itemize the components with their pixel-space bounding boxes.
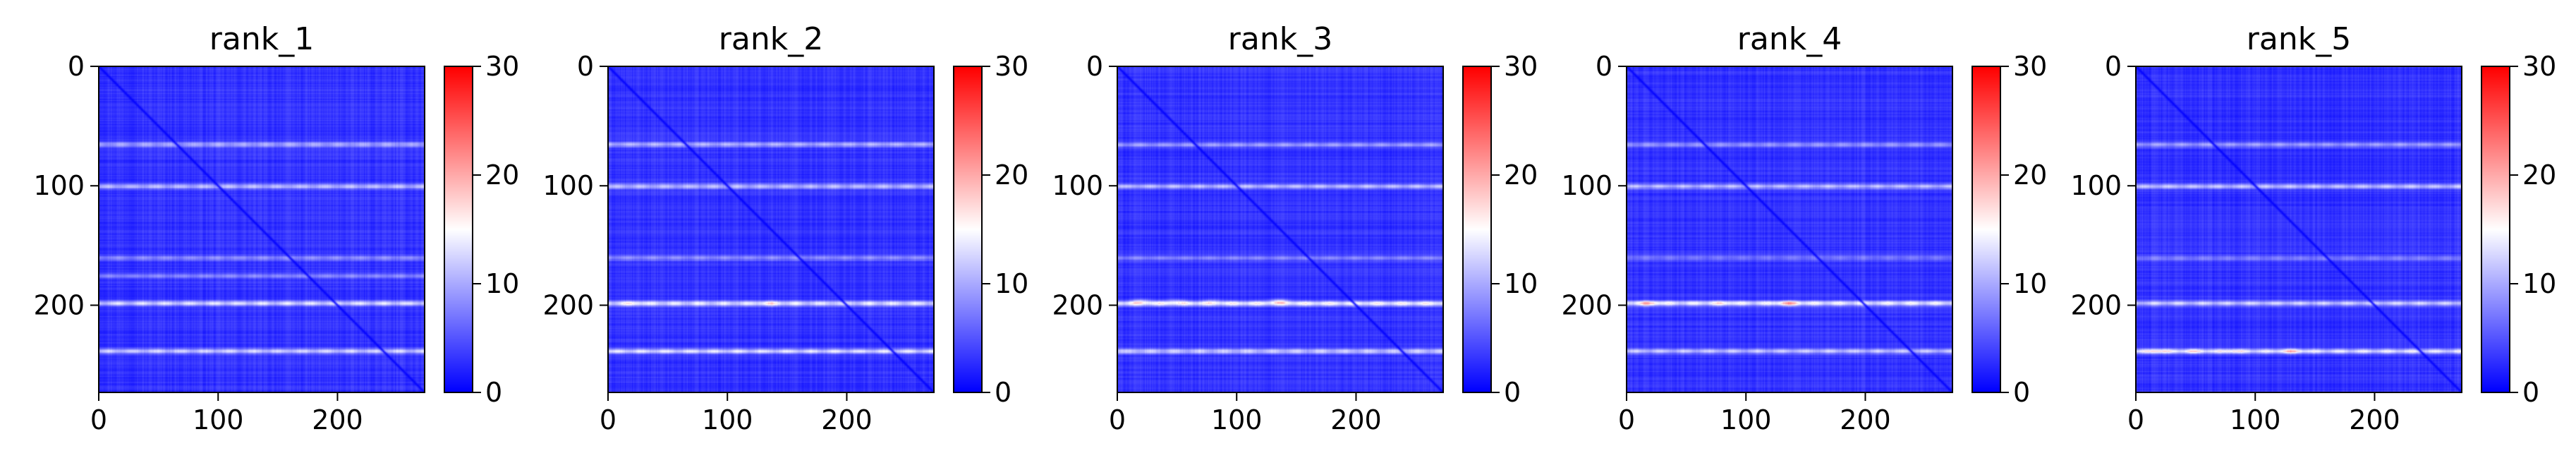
y-tick-label: 100 <box>33 170 85 201</box>
colorbar-frame <box>1462 66 1492 393</box>
x-tick-label: 100 <box>2230 404 2281 435</box>
colorbar-tick-label: 20 <box>485 160 519 191</box>
chart-title: rank_5 <box>2247 21 2351 57</box>
colorbar-gradient <box>954 66 982 392</box>
heatmap-panel: rank_3 0 100 200 0 100 200 0 10 20 30 <box>1052 21 1538 435</box>
colorbar-gradient <box>2481 66 2510 392</box>
y-tick-label: 200 <box>33 289 85 320</box>
colorbar-tick-label: 0 <box>2522 377 2539 408</box>
axes-frame <box>2135 66 2462 393</box>
colorbar-gradient <box>444 66 473 392</box>
heatmap-panel: rank_4 0 100 200 0 100 200 0 10 20 30 <box>1561 21 2047 435</box>
colorbar-tick-label: 0 <box>995 377 1011 408</box>
x-tick-label: 0 <box>600 404 616 435</box>
colorbar-tick-label: 0 <box>485 377 502 408</box>
heatmap-cells <box>1627 66 1952 392</box>
heatmap-panel: rank_2 0 100 200 0 100 200 0 10 20 30 <box>542 21 1028 435</box>
y-tick-label: 200 <box>1052 289 1103 320</box>
x-tick-label: 100 <box>702 404 753 435</box>
chart-title: rank_3 <box>1228 21 1332 57</box>
chart-title: rank_1 <box>209 21 314 57</box>
colorbar-tick-label: 10 <box>485 268 519 299</box>
y-tick-label: 0 <box>1086 51 1103 82</box>
heatmap-cells <box>99 66 425 392</box>
y-tick-label: 0 <box>2105 51 2122 82</box>
x-tick-label: 200 <box>312 404 363 435</box>
colorbar-gradient <box>1972 66 2000 392</box>
heatmap-panel: rank_1 0 100 200 0 100 200 0 10 20 30 <box>33 21 519 435</box>
heatmap-cells <box>2136 66 2462 392</box>
x-tick-label: 0 <box>1109 404 1126 435</box>
colorbar-frame <box>2481 66 2510 393</box>
colorbar-tick-label: 30 <box>2013 51 2047 82</box>
y-tick-label: 0 <box>1596 51 1612 82</box>
axes-frame <box>1117 66 1444 393</box>
x-tick-label: 200 <box>1840 404 1891 435</box>
colorbar-tick-label: 30 <box>995 51 1028 82</box>
x-tick-label: 0 <box>90 404 107 435</box>
colorbar-frame <box>444 66 473 393</box>
y-tick-label: 200 <box>542 289 594 320</box>
colorbar-tick-label: 20 <box>2013 160 2047 191</box>
y-tick-label: 200 <box>1561 289 1612 320</box>
colorbar-gradient <box>1463 66 1491 392</box>
y-tick-label: 100 <box>1561 170 1612 201</box>
colorbar-tick-label: 30 <box>485 51 519 82</box>
x-tick-label: 0 <box>1618 404 1635 435</box>
y-tick-label: 200 <box>2070 289 2122 320</box>
colorbar-tick-label: 10 <box>2522 268 2556 299</box>
y-tick-label: 100 <box>2070 170 2122 201</box>
colorbar-tick-label: 10 <box>1504 268 1538 299</box>
colorbar-tick-label: 10 <box>995 268 1028 299</box>
chart-title: rank_4 <box>1737 21 1842 57</box>
colorbar-tick-label: 0 <box>1504 377 1521 408</box>
heatmap-cells <box>1117 66 1443 392</box>
colorbar-tick-label: 20 <box>2522 160 2556 191</box>
colorbar-frame <box>953 66 983 393</box>
colorbar-tick-label: 30 <box>2522 51 2556 82</box>
chart-title: rank_2 <box>719 21 823 57</box>
colorbar-tick-label: 10 <box>2013 268 2047 299</box>
y-tick-label: 100 <box>542 170 594 201</box>
axes-frame <box>607 66 935 393</box>
x-tick-label: 200 <box>821 404 873 435</box>
colorbar-tick-label: 30 <box>1504 51 1538 82</box>
colorbar-tick-label: 20 <box>995 160 1028 191</box>
colorbar-tick-label: 20 <box>1504 160 1538 191</box>
heatmap-panel: rank_5 0 100 200 0 100 200 0 10 20 30 <box>2070 21 2556 435</box>
y-tick-label: 0 <box>577 51 594 82</box>
x-tick-label: 100 <box>1211 404 1263 435</box>
colorbar-tick-label: 0 <box>2013 377 2030 408</box>
axes-frame <box>1626 66 1953 393</box>
axes-frame <box>98 66 425 393</box>
x-tick-label: 100 <box>193 404 244 435</box>
x-tick-label: 200 <box>1330 404 1382 435</box>
heatmap-cells <box>608 66 934 392</box>
x-tick-label: 200 <box>2349 404 2400 435</box>
x-tick-label: 0 <box>2127 404 2144 435</box>
colorbar-frame <box>1972 66 2001 393</box>
y-tick-label: 100 <box>1052 170 1103 201</box>
x-tick-label: 100 <box>1720 404 1772 435</box>
y-tick-label: 0 <box>68 51 85 82</box>
